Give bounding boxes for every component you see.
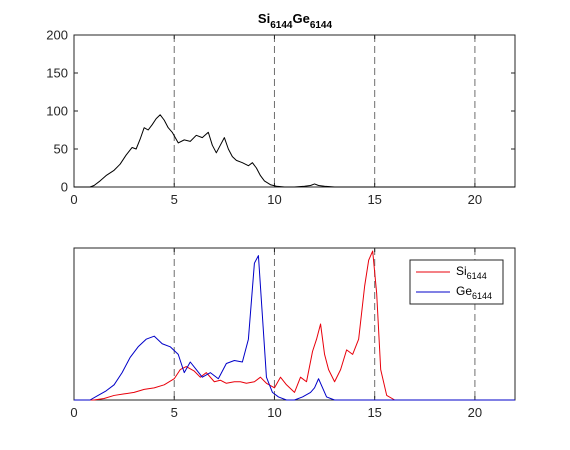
legend-label-si: Si6144 <box>456 264 487 281</box>
series-line-si <box>74 250 515 401</box>
x-tick-label: 10 <box>267 192 281 207</box>
legend-label-ge: Ge6144 <box>456 284 492 301</box>
legend-box <box>409 259 504 305</box>
y-tick-label: 100 <box>46 104 68 119</box>
series-line-ge <box>74 255 515 401</box>
x-tick-label: 5 <box>171 405 178 420</box>
x-tick-label: 15 <box>367 405 381 420</box>
x-tick-label: 15 <box>367 192 381 207</box>
x-tick-label: 0 <box>70 405 77 420</box>
top-axes-frame <box>73 34 516 188</box>
y-tick-label: 200 <box>46 28 68 43</box>
y-tick-label: 150 <box>46 66 68 81</box>
top-grid <box>173 35 476 187</box>
chart-title: Si6144Ge6144 <box>258 11 333 31</box>
legend: Si6144 Ge6144 <box>409 259 504 305</box>
x-tick-label: 20 <box>468 405 482 420</box>
bottom-ticks: 0 5 10 15 20 <box>70 248 482 420</box>
x-tick-label: 5 <box>171 192 178 207</box>
series-line-series-0 <box>74 114 515 188</box>
y-tick-label: 50 <box>54 142 68 157</box>
x-tick-label: 10 <box>267 405 281 420</box>
x-tick-label: 20 <box>468 192 482 207</box>
y-tick-label: 0 <box>61 180 68 195</box>
top-series <box>74 114 515 188</box>
x-tick-label: 0 <box>70 192 77 207</box>
bottom-series <box>74 250 515 401</box>
bottom-axes: 0 5 10 15 20 Si6144 Ge6144 <box>70 247 516 420</box>
